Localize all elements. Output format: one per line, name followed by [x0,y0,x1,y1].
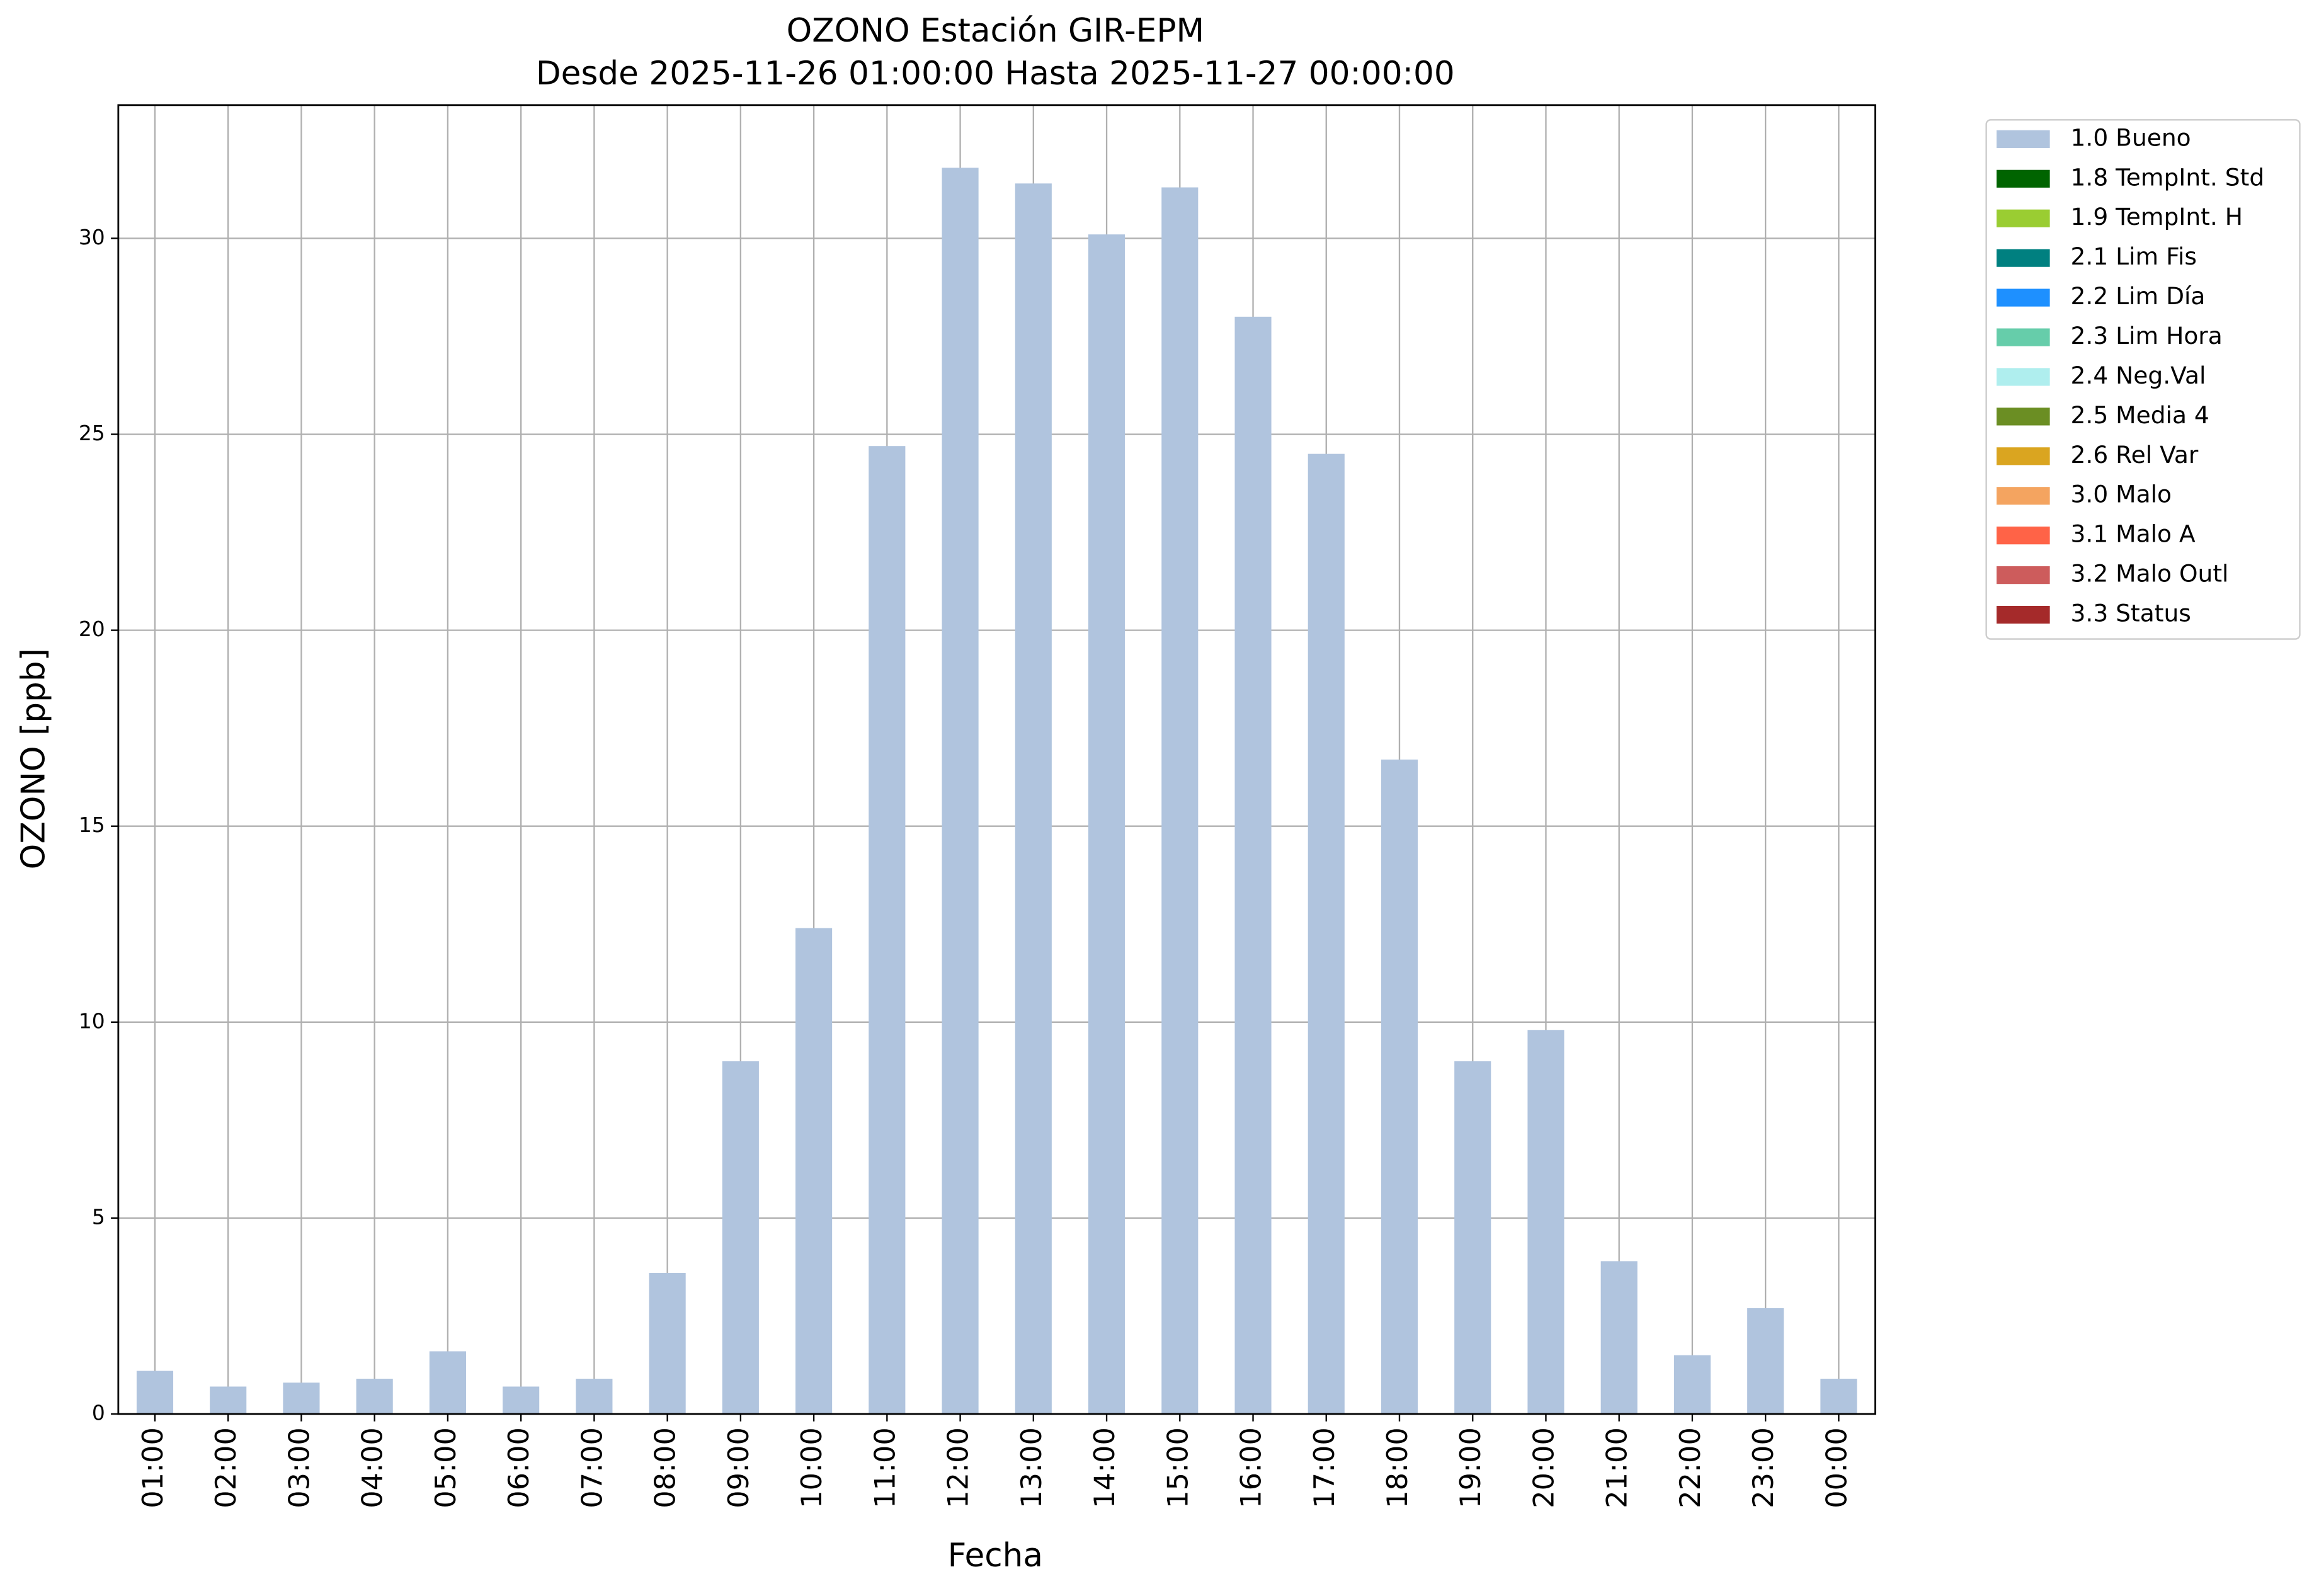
legend-label: 3.1 Malo A [2071,520,2196,548]
x-tick-label: 16:00 [1235,1427,1268,1508]
plot-area: 0 5 10 15 20 25 30 01:00 02:00 03:00 04:00 05:00 06:… [79,105,1876,1508]
bar [1381,759,1418,1415]
bar [1600,1261,1638,1415]
legend-swatch [1997,566,2050,584]
legend-label: 3.2 Malo Outl [2071,560,2229,588]
bar [503,1386,540,1415]
bar [1015,183,1052,1415]
legend-items: 1.0 Bueno 1.8 TempInt. Std 1.9 TempInt. H 2… [1997,123,2264,627]
bar [1820,1379,1857,1415]
x-tick-label: 20:00 [1527,1427,1560,1508]
x-tick-label: 14:00 [1088,1427,1121,1508]
y-tick-label: 10 [79,1008,105,1033]
legend-label: 3.0 Malo [2071,481,2172,508]
bar [1527,1030,1564,1415]
legend-label: 2.1 Lim Fis [2071,242,2197,270]
bar [649,1273,686,1415]
x-tick-label: 00:00 [1820,1427,1853,1508]
x-tick-label: 18:00 [1381,1427,1414,1508]
legend-swatch [1997,487,2050,505]
y-tick-label: 15 [79,812,105,837]
bar [1747,1308,1784,1415]
bar [722,1061,759,1415]
y-tick-label: 25 [79,421,105,445]
x-tick-label: 04:00 [356,1427,389,1508]
y-tick-label: 0 [92,1401,105,1425]
bar [1161,187,1199,1415]
legend-swatch [1997,368,2050,386]
x-tick-label: 06:00 [503,1427,535,1508]
legend-label: 1.0 Bueno [2071,123,2191,151]
bar [576,1379,613,1415]
x-tick-label: 12:00 [942,1427,975,1508]
bar [869,446,906,1415]
axes-frame [117,104,1876,1415]
legend-swatch [1997,288,2050,307]
x-tick-label: 21:00 [1601,1427,1634,1508]
x-tick-label: 17:00 [1308,1427,1341,1508]
legend-swatch [1997,169,2050,188]
x-tick-label: 05:00 [430,1427,462,1508]
x-tick-label: 08:00 [649,1427,682,1508]
legend-label: 2.3 Lim Hora [2071,322,2223,350]
legend-swatch [1997,605,2050,624]
x-tick-label: 19:00 [1454,1427,1487,1508]
y-tick-label: 5 [92,1204,105,1229]
legend-swatch [1997,328,2050,346]
x-tick-label: 01:00 [137,1427,169,1508]
legend-swatch [1997,408,2050,426]
y-tick-label: 20 [79,617,105,641]
legend-label: 3.3 Status [2071,600,2191,627]
x-tick-label: 07:00 [576,1427,608,1508]
bar [210,1386,247,1415]
legend-label: 2.6 Rel Var [2071,441,2199,469]
x-tick-label: 15:00 [1161,1427,1194,1508]
chart-subtitle: Desde 2025-11-26 01:00:00 Hasta 2025-11-… [536,55,1455,93]
x-tick-label: 09:00 [722,1427,755,1508]
x-tick-label: 02:00 [210,1427,242,1508]
legend-swatch [1997,209,2050,227]
bar [356,1379,393,1415]
bar [136,1371,174,1415]
y-tick-label: 30 [79,225,105,249]
bar [942,168,979,1415]
x-axis-label: Fecha [948,1537,1043,1575]
x-tick-label: 22:00 [1674,1427,1707,1508]
bar [429,1351,466,1415]
y-axis-label: OZONO [ppb] [14,648,52,869]
legend-label: 2.2 Lim Día [2071,282,2206,310]
legend-swatch [1997,527,2050,545]
legend-label: 2.5 Media 4 [2071,401,2209,429]
bar [1673,1355,1711,1415]
legend-swatch [1997,130,2050,148]
legend-swatch [1997,249,2050,267]
x-tick-label: 13:00 [1015,1427,1048,1508]
legend-swatch [1997,447,2050,465]
bar [1308,453,1345,1415]
bar [1454,1061,1491,1415]
x-tick-label: 03:00 [283,1427,316,1508]
bar [283,1382,320,1415]
bar [1234,316,1272,1415]
bar [1088,234,1125,1415]
legend-label: 2.4 Neg.Val [2071,362,2206,389]
legend [1985,119,2301,640]
x-tick-label: 23:00 [1747,1427,1780,1508]
x-tick-label: 10:00 [795,1427,828,1508]
legend-label: 1.9 TempInt. H [2071,203,2243,231]
bar [795,928,833,1415]
legend-label: 1.8 TempInt. Std [2071,163,2265,191]
x-tick-label: 11:00 [869,1427,901,1508]
chart-title: OZONO Estación GIR-EPM [787,12,1204,50]
